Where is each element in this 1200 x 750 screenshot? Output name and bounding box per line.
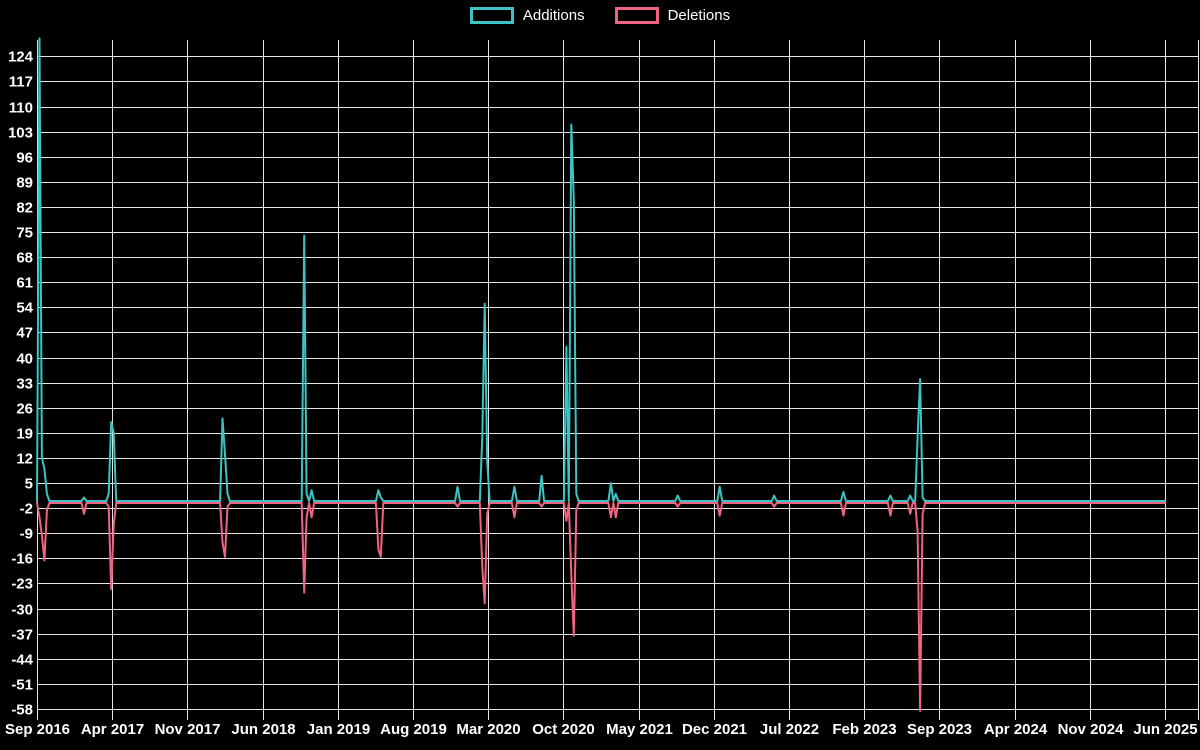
y-tick-label: 19 [16,426,33,443]
y-tick-label: 54 [16,300,33,317]
x-tick-label: Jun 2025 [1133,721,1197,738]
y-tick-label: -51 [11,677,33,694]
y-tick-label: 124 [8,49,34,66]
legend-deletions-label: Deletions [667,7,731,24]
x-tick-label: Dec 2021 [682,721,747,738]
x-tick-label: Nov 2017 [155,721,221,738]
additions-swatch-icon [469,7,514,24]
y-tick-label: 96 [16,150,33,167]
y-axis-labels: 124 117 110 103 96 89 82 75 68 61 54 47 40 33 26 19 12 5 -… [8,49,34,719]
legend-additions-label: Additions [522,7,585,24]
x-tick-label: Jul 2022 [760,721,819,738]
y-tick-label: -37 [11,627,33,644]
grid-lines [37,40,1199,720]
y-tick-label: -23 [11,576,33,593]
y-tick-label: 47 [16,325,33,342]
y-tick-label: -16 [11,551,33,568]
x-tick-label: May 2021 [606,721,673,738]
x-tick-label: Feb 2023 [832,721,896,738]
y-tick-label: 5 [25,476,33,493]
y-tick-label: -9 [20,526,33,543]
y-tick-label: 110 [9,100,33,117]
x-tick-label: Apr 2017 [81,721,144,738]
additions-line [36,37,1166,502]
deletions-line [36,502,1166,712]
x-tick-label: Aug 2019 [380,721,447,738]
x-tick-label: Jan 2019 [307,721,370,738]
y-tick-label: 82 [16,200,33,217]
legend-item-additions[interactable]: Additions [469,7,585,24]
y-tick-label: 75 [16,225,33,242]
y-tick-label: 89 [16,175,33,192]
x-tick-label: Jun 2018 [231,721,295,738]
y-tick-label: 61 [16,275,33,292]
y-tick-label: -2 [20,501,33,518]
y-tick-label: 12 [16,451,33,468]
y-tick-label: 68 [16,250,33,267]
x-tick-label: Sep 2016 [5,721,70,738]
x-tick-label: Sep 2023 [907,721,972,738]
y-tick-label: 40 [16,351,33,368]
x-tick-label: Apr 2024 [984,721,1048,738]
x-tick-label: Mar 2020 [456,721,520,738]
legend-item-deletions[interactable]: Deletions [614,7,731,24]
x-axis-labels: Sep 2016 Apr 2017 Nov 2017 Jun 2018 Jan 2019… [5,721,1198,738]
y-tick-label: 117 [9,74,33,91]
deletions-swatch-icon [614,7,659,24]
y-tick-label: -58 [11,702,33,719]
chart-legend: Additions Deletions [0,7,1200,24]
y-tick-label: 26 [16,401,33,418]
x-tick-label: Oct 2020 [532,721,595,738]
y-tick-label: -30 [11,602,33,619]
y-tick-label: 103 [8,125,33,142]
x-tick-label: Nov 2024 [1058,721,1125,738]
y-tick-label: 33 [16,376,33,393]
y-tick-label: -44 [11,652,33,669]
